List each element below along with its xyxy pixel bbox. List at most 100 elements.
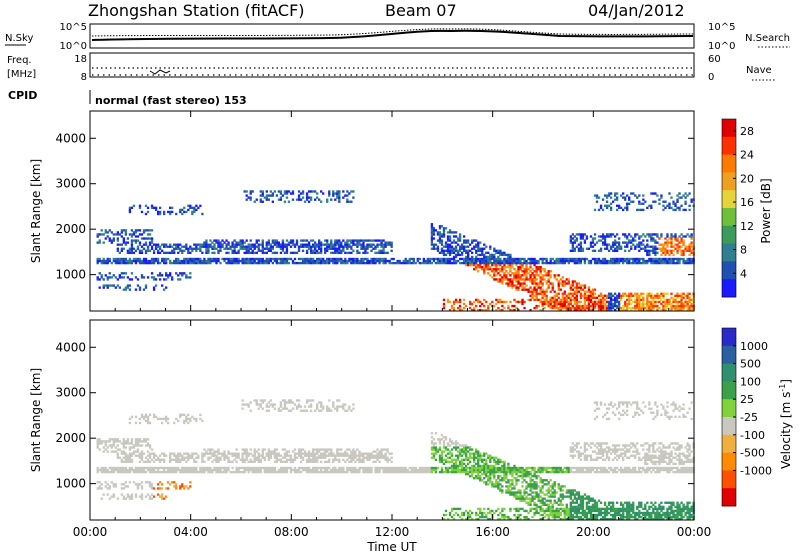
power-cell — [686, 245, 689, 248]
power-cell — [597, 196, 601, 199]
power-cell — [585, 306, 589, 310]
power-cell — [662, 308, 665, 312]
velocity-cell — [181, 456, 184, 459]
velocity-cell — [259, 468, 262, 472]
velocity-cell — [207, 468, 210, 472]
power-cell — [473, 247, 476, 250]
power-cell — [579, 286, 583, 289]
velocity-cell — [267, 470, 270, 474]
power-cell — [328, 243, 331, 246]
velocity-cell — [118, 466, 121, 470]
power-cell — [275, 245, 279, 248]
power-cell — [493, 272, 496, 275]
velocity-cell — [273, 468, 277, 472]
power-cell — [601, 294, 605, 297]
power-cell — [467, 245, 470, 248]
velocity-cell — [167, 470, 170, 474]
power-cell — [293, 245, 297, 248]
power-cell — [607, 233, 611, 236]
power-cell — [285, 245, 289, 248]
power-cell — [529, 257, 532, 261]
power-cell — [138, 206, 142, 210]
power-cell — [338, 196, 341, 199]
power-cell — [167, 245, 170, 248]
velocity-cell — [366, 458, 369, 461]
velocity-cell — [442, 462, 446, 466]
power-cell — [324, 243, 327, 246]
velocity-cell — [386, 468, 389, 472]
power-cell — [607, 194, 611, 197]
power-cell — [605, 204, 609, 207]
power-cell — [322, 261, 325, 265]
power-cell — [364, 257, 367, 261]
power-cell — [235, 257, 238, 261]
power-cell — [195, 208, 198, 212]
power-cell — [211, 241, 214, 244]
velocity-cell — [150, 448, 154, 451]
velocity-cell — [162, 460, 166, 464]
power-cell — [485, 259, 488, 263]
velocity-cell — [454, 507, 458, 511]
velocity-cell — [273, 454, 277, 457]
power-cell — [491, 263, 494, 267]
power-cell — [342, 261, 345, 265]
velocity-cell — [366, 456, 369, 459]
power-cell — [104, 229, 107, 232]
velocity-cell — [309, 403, 313, 406]
velocity-cell — [209, 452, 212, 455]
velocity-cell — [269, 399, 272, 402]
power-cell — [376, 245, 379, 248]
power-cell — [307, 200, 311, 203]
power-cell — [567, 278, 570, 281]
power-cell — [561, 257, 564, 261]
power-cell — [541, 294, 544, 297]
velocity-cell — [158, 470, 162, 474]
power-cell — [547, 278, 550, 281]
velocity-cell — [140, 440, 144, 443]
velocity-cell — [362, 458, 365, 461]
power-cell — [523, 286, 526, 289]
power-cell — [454, 259, 458, 263]
velocity-cell — [326, 450, 329, 453]
power-cell — [471, 302, 474, 306]
velocity-cell — [424, 470, 428, 474]
power-cell — [583, 259, 587, 263]
power-cell — [607, 259, 611, 263]
power-cell — [650, 245, 653, 248]
power-cell — [138, 259, 142, 263]
power-cell — [152, 278, 156, 281]
power-cell — [132, 204, 136, 207]
power-cell — [158, 278, 162, 281]
power-cell — [458, 247, 462, 250]
power-cell — [245, 257, 248, 261]
velocity-cell — [177, 454, 180, 457]
power-cell — [545, 302, 548, 306]
power-cell — [452, 259, 456, 263]
power-cell — [229, 245, 232, 248]
power-cell — [120, 235, 124, 238]
velocity-cell — [446, 468, 450, 472]
power-cell — [601, 300, 605, 304]
power-cell — [591, 241, 595, 244]
velocity-cell — [320, 448, 323, 451]
power-cell — [227, 259, 230, 263]
velocity-cell — [120, 487, 124, 490]
power-cell — [581, 247, 585, 250]
velocity-cell — [376, 456, 379, 459]
power-cell — [285, 257, 289, 261]
velocity-cell — [368, 456, 371, 459]
velocity-cell — [142, 452, 146, 455]
power-cell — [225, 261, 228, 265]
power-cell — [646, 292, 649, 295]
power-cell — [195, 243, 198, 246]
velocity-cell — [261, 452, 264, 455]
power-cell — [535, 284, 538, 287]
power-cell — [223, 259, 226, 263]
power-cell — [446, 247, 450, 250]
power-cell — [390, 249, 393, 252]
power-cell — [609, 300, 613, 304]
power-cell — [120, 249, 124, 252]
velocity-cell — [136, 450, 140, 453]
velocity-cell — [460, 444, 464, 447]
power-cell — [217, 239, 220, 242]
